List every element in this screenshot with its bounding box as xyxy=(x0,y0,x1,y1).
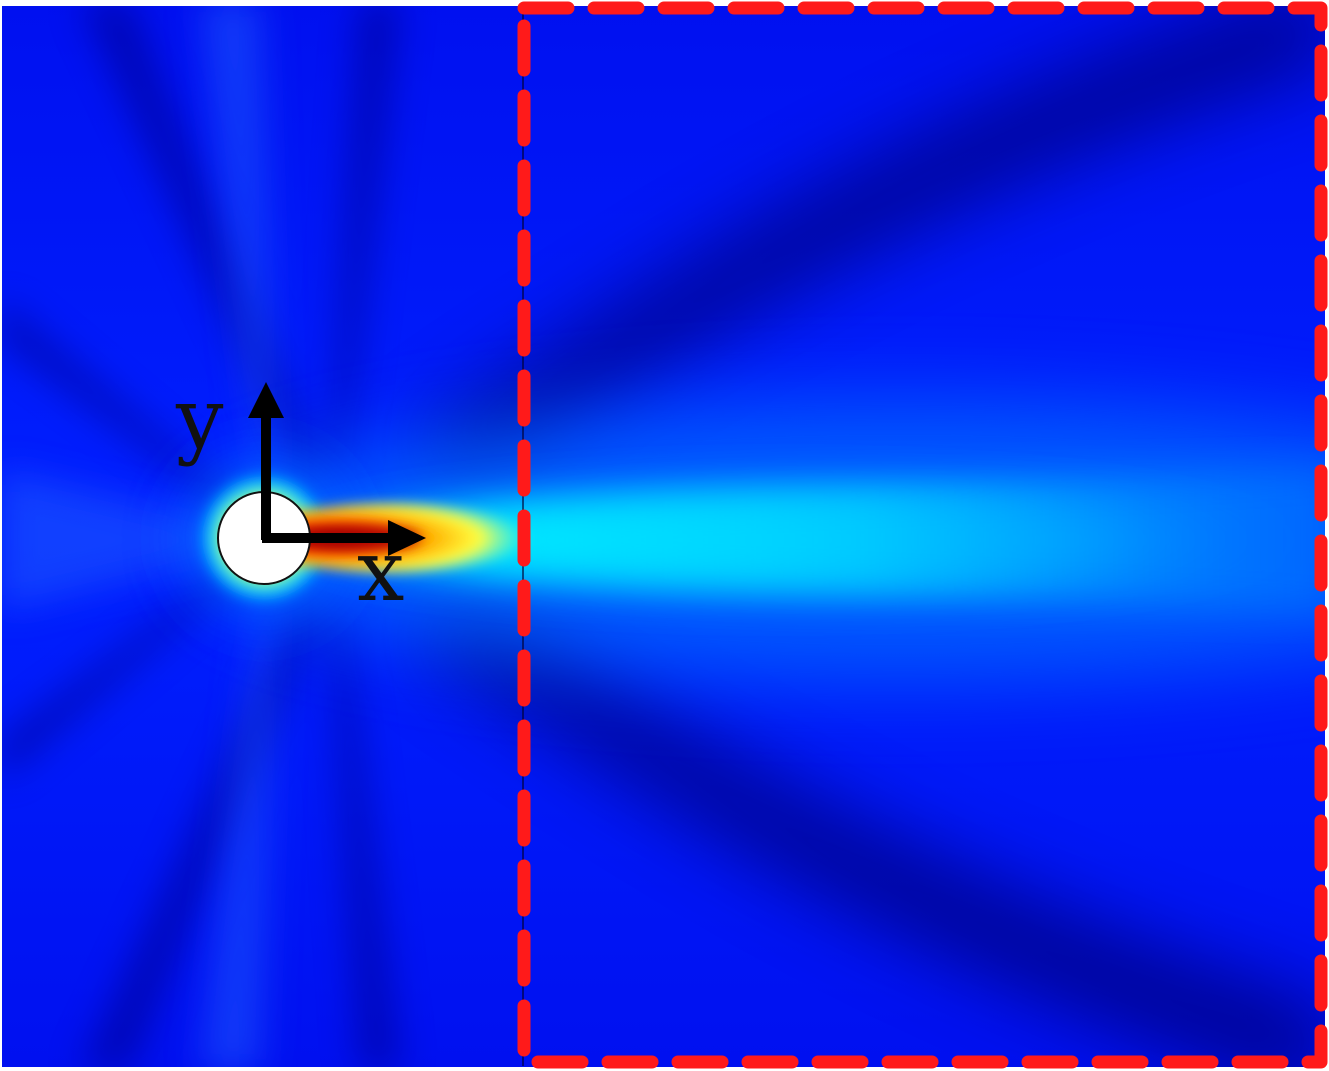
arrow-right-icon xyxy=(262,520,426,556)
axis-arrows xyxy=(248,382,426,556)
y-axis-label: y xyxy=(175,370,224,468)
arrow-up-icon xyxy=(248,382,284,540)
x-axis-label: x xyxy=(357,522,404,620)
highlight-region-box xyxy=(517,1,1328,1069)
light-rays xyxy=(2,6,275,1067)
dark-bands xyxy=(420,6,1325,1067)
wake-plume-mid xyxy=(300,470,1325,610)
